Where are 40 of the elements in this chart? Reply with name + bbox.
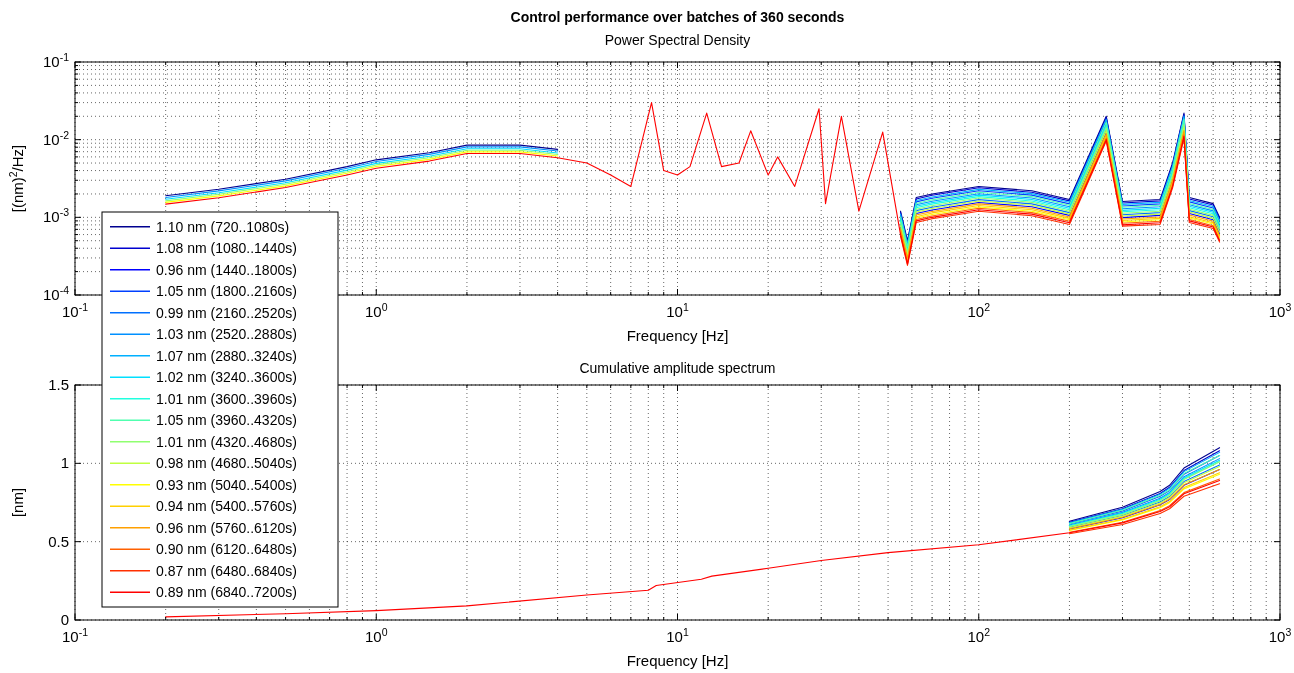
x-tick-label: 10$^{3}$	[1268, 626, 1292, 645]
legend-label: 1.10 nm (720..1080s)	[156, 218, 290, 235]
x-tick-label: 10$^{2}$	[967, 301, 991, 320]
y-tick-label: 10$^{-2}$	[42, 128, 70, 148]
x-tick-label: 10$^{1}$	[666, 301, 689, 320]
x-axis-title: Frequency [Hz]	[626, 327, 729, 344]
x-tick-label: 10$^{2}$	[967, 626, 991, 645]
legend-label: 1.02 nm (3240..3600s)	[156, 369, 297, 386]
legend-label: 1.05 nm (3960..4320s)	[156, 412, 297, 429]
legend-label: 0.98 nm (4680..5040s)	[156, 455, 297, 472]
legend-label: 0.89 nm (6840..7200s)	[156, 584, 297, 601]
legend-label: 0.90 nm (6120..6480s)	[156, 541, 297, 558]
y-tick-label: 10$^{-3}$	[42, 206, 70, 226]
x-tick-label: 10$^{3}$	[1268, 301, 1292, 320]
y-tick-label: 0	[60, 611, 69, 628]
legend-label: 1.07 nm (2880..3240s)	[156, 347, 297, 364]
legend-label: 1.05 nm (1800..2160s)	[156, 283, 297, 300]
y-tick-label: 1.5	[48, 376, 69, 393]
x-tick-label: 10$^{0}$	[364, 301, 388, 320]
legend-label: 0.99 nm (2160..2520s)	[156, 304, 297, 321]
chart-title: Control performance over batches of 360 seconds	[510, 9, 845, 25]
y-tick-label: 10$^{-4}$	[42, 284, 70, 303]
legend-label: 0.94 nm (5400..5760s)	[156, 498, 297, 515]
legend-label: 1.01 nm (3600..3960s)	[156, 390, 297, 407]
y-tick-label: 1	[60, 454, 69, 472]
legend-label: 0.96 nm (1440..1800s)	[156, 261, 297, 278]
legend-label: 0.87 nm (6480..6840s)	[156, 562, 297, 579]
x-tick-label: 10$^{1}$	[666, 626, 689, 645]
legend-label: 1.08 nm (1080..1440s)	[156, 240, 297, 257]
legend-label: 1.03 nm (2520..2880s)	[156, 326, 297, 343]
y-tick-label: 0.5	[48, 532, 69, 550]
legend-label: 0.96 nm (5760..6120s)	[156, 519, 297, 536]
x-tick-label: 10$^{0}$	[364, 626, 388, 645]
legend-label: 0.93 nm (5040..5400s)	[156, 476, 297, 493]
y-axis-title: [nm]	[9, 487, 26, 518]
y-tick-label: 10$^{-1}$	[42, 51, 70, 70]
chart-title: Cumulative amplitude spectrum	[579, 360, 776, 376]
chart-subtitle: Power Spectral Density	[604, 32, 751, 48]
legend-label: 1.01 nm (4320..4680s)	[156, 433, 297, 450]
x-axis-title: Frequency [Hz]	[626, 652, 729, 669]
